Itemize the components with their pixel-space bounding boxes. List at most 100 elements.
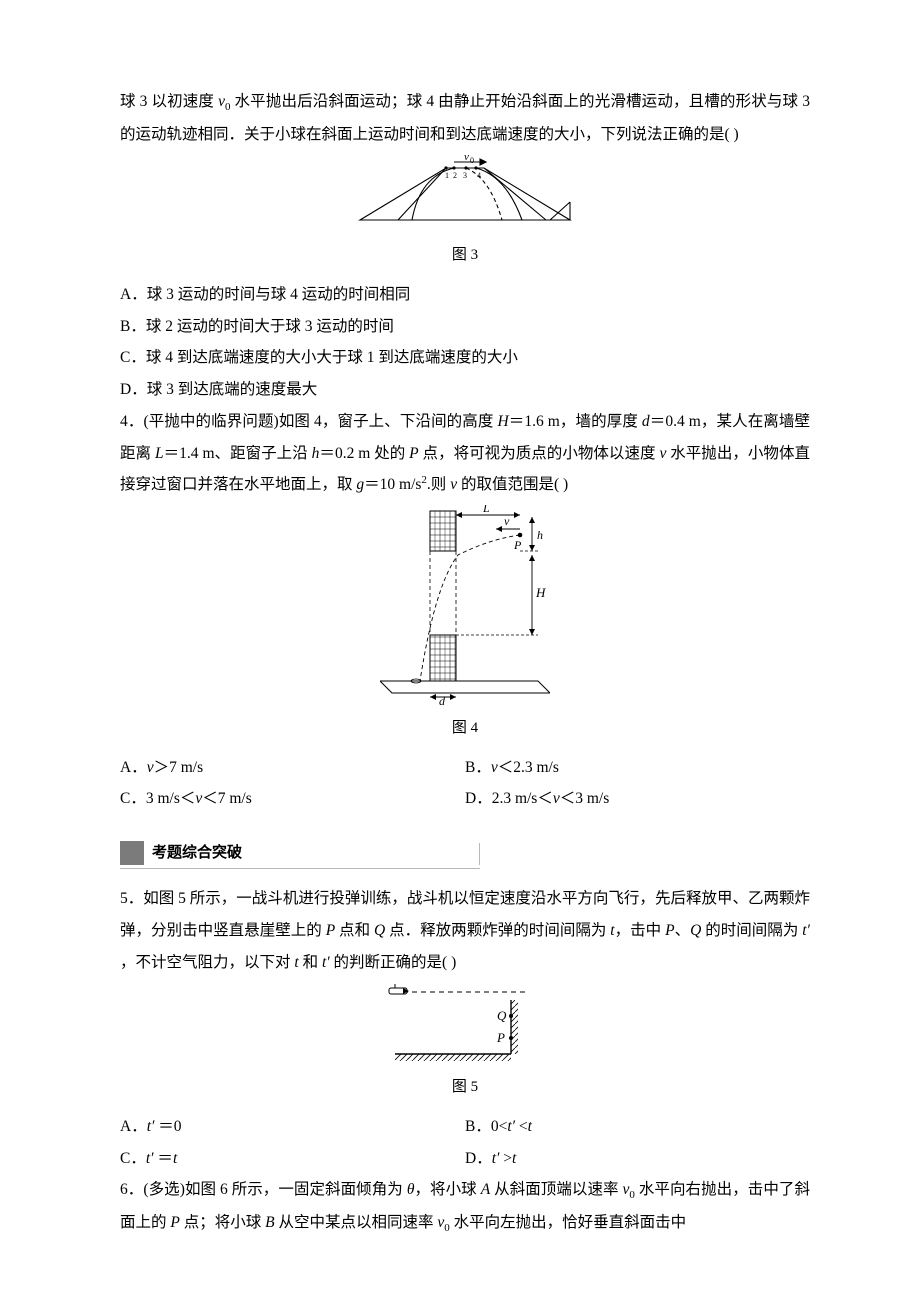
svg-text:d: d [439, 694, 446, 705]
q3-optC: C．球 4 到达底端速度的大小大于球 1 到达底端速度的大小 [120, 342, 810, 374]
var-P: P [170, 1214, 179, 1231]
q3-optB: B．球 2 运动的时间大于球 3 运动的时间 [120, 311, 810, 343]
var-L: L [155, 445, 164, 462]
t: A． [120, 1118, 147, 1135]
section-2-header: 考题综合突破 [120, 839, 480, 869]
svg-text:P: P [513, 538, 522, 552]
t: D． [465, 1150, 492, 1167]
t: 从空中某点以相同速率 [275, 1214, 438, 1231]
q5-optB: B．0<t′ <t [465, 1111, 810, 1143]
q4-optA: A．v＞7 m/s [120, 752, 465, 784]
t: 从斜面顶端以速率 [490, 1181, 622, 1198]
t: 点．释放两颗炸弹的时间间隔为 [385, 922, 610, 939]
t: D．2.3 m/s＜ [465, 790, 553, 807]
t: 的取值范围是( ) [457, 477, 568, 494]
svg-text:3: 3 [463, 171, 467, 180]
t: B．0< [465, 1118, 507, 1135]
t: ＝0.2 m 处的 [319, 445, 409, 462]
section-line-bottom [120, 868, 480, 869]
var-P: P [409, 445, 418, 462]
t: B． [465, 759, 491, 776]
q4-optC: C．3 m/s＜v＜7 m/s [120, 783, 465, 815]
t: 点；将小球 [180, 1214, 265, 1231]
t: C． [120, 1150, 146, 1167]
fig5-caption: 图 5 [120, 1072, 810, 1103]
t: ，将小球 [414, 1181, 480, 1198]
var-B: B [265, 1214, 274, 1231]
t: 的判断正确的是( ) [330, 954, 457, 971]
t: ＝1.4 m、距窗子上沿 [164, 445, 312, 462]
t: ＝0 [154, 1118, 181, 1135]
t: ＞7 m/s [154, 759, 204, 776]
svg-text:Q: Q [497, 1008, 507, 1023]
var-v: v [218, 93, 225, 110]
var-P: P [326, 922, 335, 939]
q3-options: A．球 3 运动的时间与球 4 运动的时间相同 B．球 2 运动的时间大于球 3… [120, 279, 810, 406]
var-v: v [491, 759, 498, 776]
var-A: A [481, 1181, 490, 1198]
t: 点和 [335, 922, 374, 939]
var-t: t [512, 1150, 516, 1167]
q4-options: A．v＞7 m/s B．v＜2.3 m/s C．3 m/s＜v＜7 m/s D．… [120, 752, 810, 816]
svg-text:0: 0 [470, 156, 474, 165]
q4-optB: B．v＜2.3 m/s [465, 752, 810, 784]
figure-5: Q P [120, 982, 810, 1070]
var-g: g [356, 477, 364, 494]
q4-optD: D．2.3 m/s＜v＜3 m/s [465, 783, 810, 815]
t: 和 [299, 954, 322, 971]
var-P: P [665, 922, 674, 939]
fig5-svg: Q P [365, 982, 565, 1064]
svg-text:L: L [482, 505, 490, 515]
text: 球 3 以初速度 [120, 93, 218, 110]
q5-optA: A．t′ ＝0 [120, 1111, 465, 1143]
t: .则 [427, 477, 450, 494]
svg-text:H: H [535, 585, 546, 600]
var-tp: t′ [146, 1150, 154, 1167]
t: 水平向左抛出，恰好垂直斜面击中 [450, 1214, 686, 1231]
t: C．3 m/s＜ [120, 790, 195, 807]
var-Q: Q [374, 922, 385, 939]
fig4-svg: P v L h H [380, 505, 550, 705]
fig4-caption: 图 4 [120, 713, 810, 744]
q3-stem-cont: 球 3 以初速度 v0 水平抛出后沿斜面运动；球 4 由静止开始沿斜面上的光滑槽… [120, 86, 810, 150]
svg-text:v: v [464, 154, 469, 163]
q5-optD: D．t′ >t [465, 1143, 810, 1175]
t: 6．(多选)如图 6 所示，一固定斜面倾角为 [120, 1181, 407, 1198]
q4-stem: 4．(平抛中的临界问题)如图 4，窗子上、下沿间的高度 H＝1.6 m，墙的厚度… [120, 406, 810, 501]
svg-text:1: 1 [445, 171, 449, 180]
var-t: t [173, 1150, 177, 1167]
t: ，击中 [615, 922, 665, 939]
q5-stem: 5．如图 5 所示，一战斗机进行投弹训练，战斗机以恒定速度沿水平方向飞行，先后释… [120, 883, 810, 978]
t: ，不计空气阻力，以下对 [120, 954, 294, 971]
t: ＝1.6 m，墙的厚度 [509, 413, 642, 430]
t: 点，将可视为质点的小物体以速度 [419, 445, 660, 462]
q6-stem: 6．(多选)如图 6 所示，一固定斜面倾角为 θ，将小球 A 从斜面顶端以速率 … [120, 1174, 810, 1239]
var-tp: t′ [802, 922, 810, 939]
q5-options: A．t′ ＝0 B．0<t′ <t C．t′ ＝t D．t′ >t [120, 1111, 810, 1175]
t: ＝ [154, 1150, 173, 1167]
t: ＜7 m/s [202, 790, 252, 807]
q5-optC: C．t′ ＝t [120, 1143, 465, 1175]
var-tp: t′ [322, 954, 330, 971]
svg-text:2: 2 [453, 171, 457, 180]
figure-4: P v L h H [120, 505, 810, 711]
t: 的时间间隔为 [701, 922, 802, 939]
t: 4．(平抛中的临界问题)如图 4，窗子上、下沿间的高度 [120, 413, 497, 430]
fig3-svg: v 0 1 2 3 4 [350, 154, 580, 232]
section-box-icon [120, 841, 144, 865]
q3-optD: D．球 3 到达底端的速度最大 [120, 374, 810, 406]
t: < [515, 1118, 528, 1135]
svg-text:P: P [496, 1030, 505, 1045]
q3-optA: A．球 3 运动的时间与球 4 运动的时间相同 [120, 279, 810, 311]
t: 、 [675, 922, 691, 939]
t: A． [120, 759, 147, 776]
svg-text:h: h [537, 528, 543, 542]
var-v: v [553, 790, 560, 807]
var-H: H [497, 413, 508, 430]
figure-3: v 0 1 2 3 4 [120, 154, 810, 238]
svg-text:4: 4 [477, 171, 481, 180]
t: ＜2.3 m/s [498, 759, 559, 776]
var-t: t [528, 1118, 532, 1135]
t: ＜3 m/s [560, 790, 610, 807]
fig3-caption: 图 3 [120, 240, 810, 271]
